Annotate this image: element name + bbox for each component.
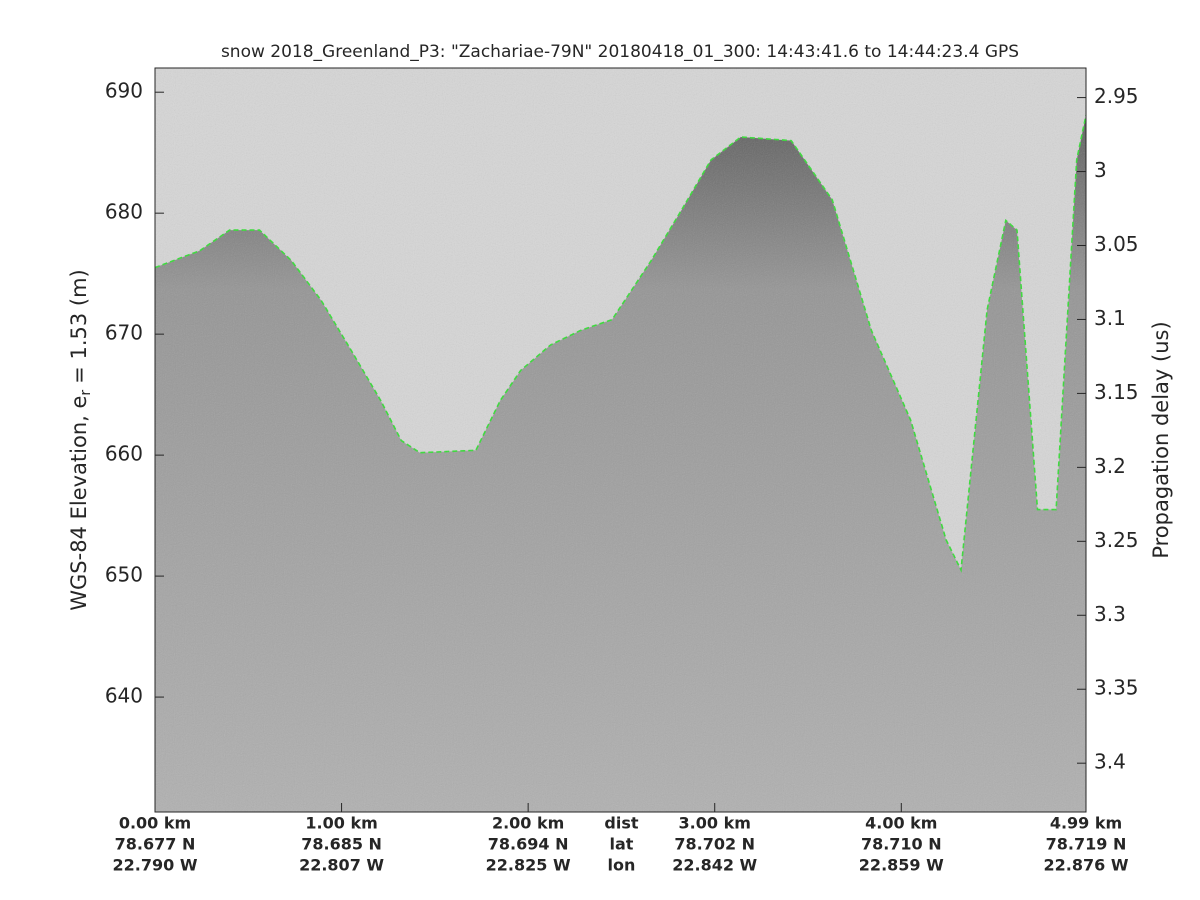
x-tick-label: 4.99 km (1050, 814, 1122, 833)
y-label-rest: = 1.53 (m) (67, 269, 91, 384)
y-label-main: WGS-84 Elevation, e (67, 396, 91, 611)
plot-frame (154, 67, 1087, 813)
x-tick-lon: 22.859 W (859, 856, 944, 875)
y-label-sub: r (78, 390, 94, 396)
x-tick-lat: 78.677 N (115, 835, 196, 854)
y2-tick-label: 3.35 (1094, 676, 1139, 700)
x-tick-label: 3.00 km (679, 814, 751, 833)
x-tick-lat: 78.710 N (861, 835, 942, 854)
x-tick-lon: 22.825 W (486, 856, 571, 875)
y2-tick-label: 3.4 (1094, 750, 1126, 774)
y-tick-label: 650 (105, 563, 143, 587)
x-tick-lat: 78.719 N (1046, 835, 1127, 854)
x-tick-label: 0.00 km (119, 814, 191, 833)
y2-tick-label: 3.3 (1094, 602, 1126, 626)
y2-tick-label: 3.15 (1094, 380, 1139, 404)
x-row-name: lon (607, 856, 635, 875)
y-tick-label: 660 (105, 442, 143, 466)
x-tick-lat: 78.694 N (488, 835, 569, 854)
y2-tick-label: 2.95 (1094, 84, 1139, 108)
x-tick-lon: 22.876 W (1044, 856, 1129, 875)
y2-tick-label: 3 (1094, 158, 1107, 182)
x-tick-lon: 22.790 W (113, 856, 198, 875)
x-row-name: lat (609, 835, 633, 854)
x-tick-label: 1.00 km (305, 814, 377, 833)
y-tick-label: 640 (105, 684, 143, 708)
echogram-noise (155, 68, 1086, 812)
y2-tick-label: 3.1 (1094, 306, 1126, 330)
x-tick-lon: 22.842 W (672, 856, 757, 875)
y2-tick-label: 3.2 (1094, 454, 1126, 478)
y-tick-label: 680 (105, 200, 143, 224)
y2-tick-label: 3.05 (1094, 232, 1139, 256)
y-tick-label: 690 (105, 79, 143, 103)
y2-axis-label: Propagation delay (us) (1149, 321, 1173, 558)
y2-tick-label: 3.25 (1094, 528, 1139, 552)
y-axis-label: WGS-84 Elevation, er = 1.53 (m) (67, 269, 94, 610)
x-tick-label: 4.00 km (865, 814, 937, 833)
x-tick-lon: 22.807 W (299, 856, 384, 875)
x-tick-label: 2.00 km (492, 814, 564, 833)
x-tick-lat: 78.702 N (674, 835, 755, 854)
x-row-name: dist (604, 814, 638, 833)
y-tick-label: 670 (105, 321, 143, 345)
chart-title: snow 2018_Greenland_P3: "Zachariae-79N" … (221, 42, 1019, 62)
x-tick-lat: 78.685 N (301, 835, 382, 854)
